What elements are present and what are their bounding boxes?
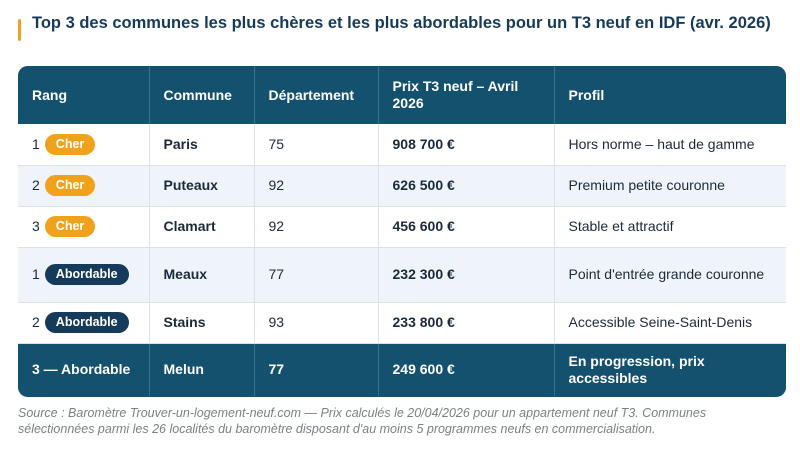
commune-cell: Melun	[149, 343, 255, 396]
header-departement: Département	[254, 66, 379, 124]
commune-cell: Stains	[149, 302, 255, 344]
price-cell: 249 600 €	[378, 343, 555, 396]
commune-cell: Puteaux	[149, 165, 255, 207]
commune-cell: Paris	[149, 124, 255, 166]
rank-number: 2	[32, 314, 40, 330]
page-title: Top 3 des communes les plus chères et le…	[32, 14, 771, 32]
table-row: 2 Abordable Stains 93 233 800 € Accessib…	[18, 302, 786, 344]
price-cell: 456 600 €	[378, 206, 555, 248]
source-note: Source : Baromètre Trouver-un-logement-n…	[18, 406, 707, 436]
profile-cell: Point d'entrée grande couronne	[554, 247, 786, 303]
table-row: 3 Cher Clamart 92 456 600 € Stable et at…	[18, 206, 786, 248]
header-rang: Rang	[18, 66, 150, 124]
departement-cell: 93	[254, 302, 379, 344]
rank-cell: 2 Abordable	[18, 302, 150, 344]
category-badge-cher: Cher	[44, 175, 96, 196]
departement-cell: 92	[254, 165, 379, 207]
table-row: 1 Abordable Meaux 77 232 300 € Point d'e…	[18, 247, 786, 303]
profile-cell: Hors norme – haut de gamme	[554, 124, 786, 166]
category-badge-cher: Cher	[44, 216, 96, 237]
profile-cell: Accessible Seine-Saint-Denis	[554, 302, 786, 344]
price-cell: 626 500 €	[378, 165, 555, 207]
rank-number: 3	[32, 218, 40, 234]
profile-cell: Premium petite couronne	[554, 165, 786, 207]
title-accent-bar	[18, 19, 21, 41]
rank-cell: 1 Cher	[18, 124, 150, 166]
category-badge-cher: Cher	[44, 133, 96, 155]
title-block: Top 3 des communes les plus chères et le…	[18, 14, 788, 41]
departement-cell: 77	[254, 247, 379, 303]
departement-cell: 75	[254, 124, 379, 166]
table-row: 2 Cher Puteaux 92 626 500 € Premium peti…	[18, 165, 786, 207]
table-row-highlight: 3 — Abordable Melun 77 249 600 € En prog…	[18, 343, 786, 396]
rank-cell: 3 — Abordable	[18, 343, 150, 396]
ranking-table: Rang Commune Département Prix T3 neuf – …	[18, 66, 786, 396]
category-badge-abordable: Abordable	[44, 312, 129, 333]
departement-cell: 92	[254, 206, 379, 248]
price-cell: 908 700 €	[378, 124, 555, 166]
rank-cell: 2 Cher	[18, 165, 150, 207]
header-profil: Profil	[554, 66, 786, 124]
rank-cell: 3 Cher	[18, 206, 150, 248]
rank-number: 1	[32, 135, 40, 152]
ranking-table-container: Rang Commune Département Prix T3 neuf – …	[18, 66, 786, 397]
commune-cell: Clamart	[149, 206, 255, 248]
rank-number: 1	[32, 266, 40, 282]
table-row: 1 Cher Paris 75 908 700 € Hors norme – h…	[18, 124, 786, 166]
price-cell: 232 300 €	[378, 247, 555, 303]
header-commune: Commune	[149, 66, 255, 124]
rank-cell: 1 Abordable	[18, 247, 150, 303]
category-badge-abordable: Abordable	[44, 264, 129, 285]
table-header-row: Rang Commune Département Prix T3 neuf – …	[18, 66, 786, 124]
departement-cell: 77	[254, 343, 379, 396]
header-prix: Prix T3 neuf – Avril 2026	[378, 66, 555, 124]
rank-number: 2	[32, 177, 40, 193]
price-cell: 233 800 €	[378, 302, 555, 344]
profile-cell: En progression, prix accessibles	[554, 343, 786, 396]
commune-cell: Meaux	[149, 247, 255, 303]
profile-cell: Stable et attractif	[554, 206, 786, 248]
